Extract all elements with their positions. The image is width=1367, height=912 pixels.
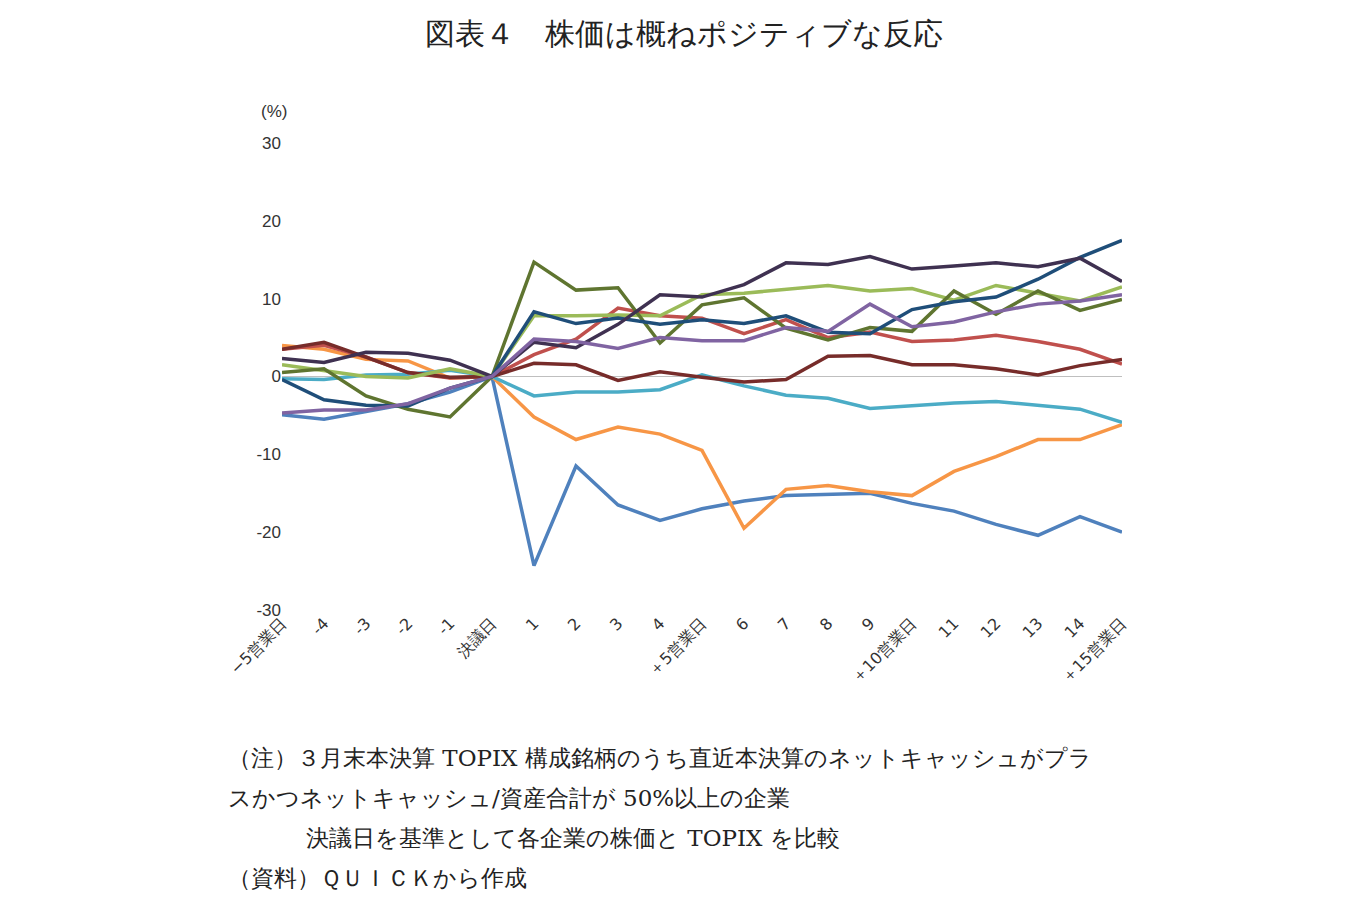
svg-text:−5営業日: −5営業日: [226, 614, 290, 678]
svg-text:0: 0: [272, 367, 281, 386]
svg-text:2: 2: [564, 614, 585, 635]
svg-text:9: 9: [858, 614, 879, 635]
svg-text:-1: -1: [434, 614, 459, 639]
html-text:（注）３月末本決算 TOPIX 構成銘柄のうち直近本決算のネ: （注）３月末本決算 TOPIX 構成銘柄のうち直近本決算のネットキャッシュがプラ: [228, 745, 1092, 771]
html-text:（資料）ＱＵＩＣＫから作成: （資料）ＱＵＩＣＫから作成: [228, 865, 527, 891]
svg-text:11: 11: [935, 614, 963, 642]
svg-text:20: 20: [262, 212, 281, 231]
svg-text:8: 8: [816, 614, 837, 635]
svg-text:1: 1: [522, 614, 543, 635]
svg-text:-3: -3: [350, 614, 375, 639]
svg-text:13: 13: [1019, 614, 1047, 642]
svg-text:14: 14: [1061, 614, 1089, 642]
svg-text:6: 6: [732, 614, 753, 635]
svg-text:-10: -10: [256, 445, 281, 464]
html-text:決議日を基準として各企業の株価と TOPIX を比較: 決議日を基準として各企業の株価と TOPIX を比較: [306, 825, 840, 851]
svg-text:10: 10: [262, 290, 281, 309]
svg-text:-30: -30: [256, 601, 281, 620]
svg-text:＋5営業日: ＋5営業日: [645, 614, 711, 680]
svg-text:30: 30: [262, 134, 281, 153]
svg-text:＋10営業日: ＋10営業日: [847, 614, 920, 687]
svg-text:7: 7: [774, 614, 795, 635]
svg-text:＋15営業日: ＋15営業日: [1057, 614, 1130, 687]
svg-text:図表４ 株価は概ねポジティブな反応: 図表４ 株価は概ねポジティブな反応: [425, 16, 943, 51]
svg-text:4: 4: [648, 614, 669, 635]
svg-text:3: 3: [606, 614, 627, 635]
svg-text:-2: -2: [392, 614, 417, 639]
html-text:スかつネットキャッシュ/資産合計が 50%以上の企業: スかつネットキャッシュ/資産合計が 50%以上の企業: [228, 785, 791, 811]
svg-text:(%): (%): [261, 102, 287, 121]
svg-text:-20: -20: [256, 523, 281, 542]
svg-text:決議日: 決議日: [453, 614, 500, 661]
svg-text:-4: -4: [308, 614, 333, 639]
svg-text:12: 12: [977, 614, 1005, 642]
